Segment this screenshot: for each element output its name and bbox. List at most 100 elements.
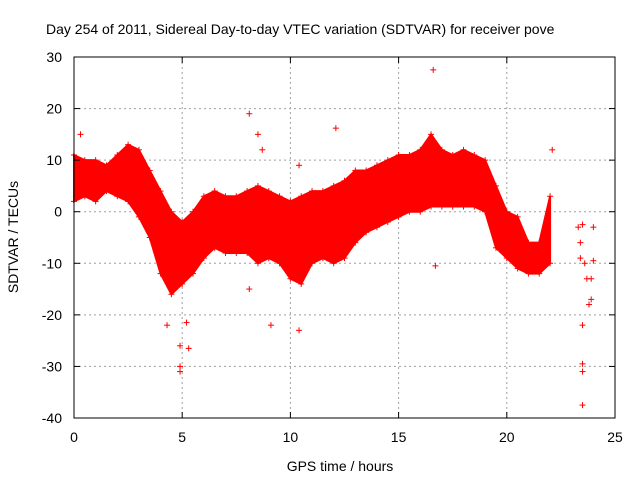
- data-point: [460, 146, 467, 153]
- data-point: [503, 255, 510, 262]
- data-point: [430, 66, 437, 73]
- data-point: [177, 342, 184, 349]
- data-point: [103, 188, 110, 195]
- data-point: [373, 162, 380, 169]
- data-point: [482, 157, 489, 164]
- data-point: [190, 270, 197, 277]
- data-point: [579, 360, 586, 367]
- data-point: [146, 167, 153, 174]
- y-ticks: -40 -30 -20 -10 0 10 20 30: [42, 49, 615, 426]
- data-point: [492, 182, 499, 189]
- data-point: [125, 141, 132, 148]
- data-point: [211, 244, 218, 251]
- data-point: [492, 244, 499, 251]
- data-point: [384, 219, 391, 226]
- data-point: [114, 151, 121, 158]
- data-point: [471, 203, 478, 210]
- outlier-layer: [77, 66, 597, 409]
- data-point: [536, 270, 543, 277]
- data-point: [298, 193, 305, 200]
- data-point: [114, 193, 121, 200]
- data-point: [92, 157, 99, 164]
- data-point: [254, 182, 261, 189]
- data-point: [352, 239, 359, 246]
- x-tick-label: 15: [391, 429, 407, 445]
- data-point: [406, 151, 413, 158]
- x-ticks: 0 5 10 15 20 25: [70, 57, 623, 445]
- data-point: [341, 255, 348, 262]
- data-point: [222, 193, 229, 200]
- data-point: [276, 260, 283, 267]
- data-point: [259, 146, 266, 153]
- data-point: [525, 239, 532, 246]
- data-point: [77, 131, 84, 138]
- y-tick-label: -30: [42, 358, 62, 374]
- data-point: [428, 203, 435, 210]
- data-point: [341, 177, 348, 184]
- data-point: [309, 188, 316, 195]
- data-point: [581, 260, 588, 267]
- data-point: [330, 260, 337, 267]
- data-point: [547, 193, 554, 200]
- data-point: [590, 224, 597, 231]
- x-tick-label: 10: [283, 429, 299, 445]
- y-tick-label: 0: [54, 204, 62, 220]
- data-point: [200, 193, 207, 200]
- data-point: [168, 208, 175, 215]
- data-point: [579, 322, 586, 329]
- data-point: [177, 363, 184, 370]
- data-point: [588, 296, 595, 303]
- data-point: [503, 208, 510, 215]
- data-point: [319, 188, 326, 195]
- data-point: [135, 213, 142, 220]
- data-point: [233, 193, 240, 200]
- y-tick-label: 30: [46, 49, 62, 65]
- data-point: [287, 198, 294, 205]
- data-point: [92, 198, 99, 205]
- data-point: [244, 188, 251, 195]
- y-tick-label: -20: [42, 307, 62, 323]
- data-point: [330, 182, 337, 189]
- data-point: [211, 188, 218, 195]
- data-point: [417, 208, 424, 215]
- data-point: [319, 255, 326, 262]
- data-point: [287, 275, 294, 282]
- data-point: [244, 249, 251, 256]
- data-point: [246, 286, 253, 293]
- data-point: [373, 224, 380, 231]
- chart-title: Day 254 of 2011, Sidereal Day-to-day VTE…: [46, 21, 555, 37]
- data-point: [432, 262, 439, 269]
- data-point: [586, 301, 593, 308]
- data-point: [577, 239, 584, 246]
- data-point: [157, 188, 164, 195]
- data-point: [179, 219, 186, 226]
- data-point: [482, 208, 489, 215]
- y-tick-label: 10: [46, 152, 62, 168]
- data-point: [190, 208, 197, 215]
- data-point: [588, 275, 595, 282]
- data-point: [575, 224, 582, 231]
- data-point: [298, 280, 305, 287]
- data-point: [417, 146, 424, 153]
- data-point: [265, 255, 272, 262]
- x-tick-label: 0: [70, 429, 78, 445]
- y-axis-label: SDTVAR / TECUs: [5, 181, 21, 293]
- data-point: [590, 257, 597, 264]
- data-point: [296, 162, 303, 169]
- data-point: [471, 151, 478, 158]
- data-point: [549, 146, 556, 153]
- data-point: [276, 193, 283, 200]
- data-point: [525, 270, 532, 277]
- data-point: [579, 402, 586, 409]
- data-point: [222, 249, 229, 256]
- data-point: [547, 260, 554, 267]
- data-point: [177, 368, 184, 375]
- data-point: [168, 291, 175, 298]
- data-point: [438, 203, 445, 210]
- data-point: [125, 198, 132, 205]
- plot-frame: [73, 56, 616, 419]
- data-point: [332, 125, 339, 132]
- data-layer: [71, 131, 554, 298]
- y-tick-label: -40: [42, 410, 62, 426]
